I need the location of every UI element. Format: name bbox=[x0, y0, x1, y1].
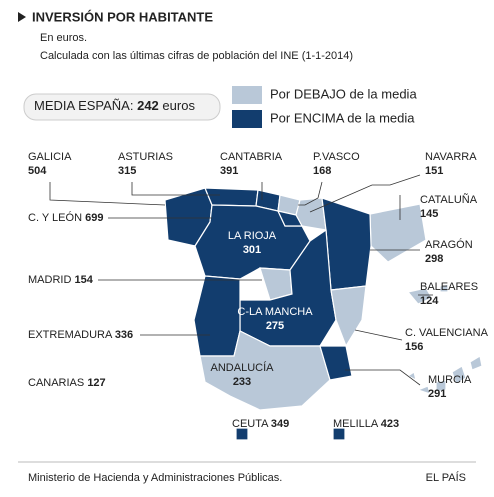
region-value: 154 bbox=[74, 274, 93, 286]
region-name: NAVARRA bbox=[425, 151, 477, 163]
region-value: 699 bbox=[85, 212, 103, 224]
media-box bbox=[23, 93, 221, 121]
region-shape bbox=[276, 210, 304, 227]
region-value: 349 bbox=[271, 418, 289, 430]
region-label: CANARIAS 127 bbox=[28, 377, 106, 389]
title: INVERSIÓN POR HABITANTE bbox=[32, 9, 213, 24]
region-name: P.VASCO bbox=[313, 151, 360, 163]
region-name: EXTREMADURA bbox=[28, 329, 113, 341]
region-shape bbox=[319, 345, 353, 381]
region-value: 298 bbox=[425, 253, 443, 265]
region-name: C. VALENCIANA bbox=[405, 327, 489, 339]
region-name: LA RIOJA bbox=[228, 230, 277, 242]
media-label: MEDIA ESPAÑA: bbox=[34, 98, 133, 113]
leader-line bbox=[131, 182, 220, 196]
title-marker bbox=[18, 12, 26, 22]
region-shape bbox=[435, 379, 447, 393]
region-name: CANTABRIA bbox=[220, 151, 283, 163]
region-value: 301 bbox=[243, 244, 261, 256]
region-name: MADRID bbox=[28, 274, 71, 286]
region-value: 233 bbox=[233, 376, 251, 388]
region-name: C-LA MANCHA bbox=[237, 306, 313, 318]
region-value: 336 bbox=[115, 329, 133, 341]
region-value: 504 bbox=[28, 165, 47, 177]
region-label: MELILLA 423 bbox=[333, 418, 399, 430]
legend: Por DEBAJO de la media Por ENCIMA de la m… bbox=[232, 86, 417, 128]
legend-swatch bbox=[232, 86, 262, 104]
region-value: 391 bbox=[220, 165, 238, 177]
source: Ministerio de Hacienda y Administracione… bbox=[28, 472, 282, 484]
region-label: EXTREMADURA 336 bbox=[28, 329, 133, 341]
media-value: 242 bbox=[137, 98, 159, 113]
subtitle: En euros. bbox=[40, 32, 87, 44]
region-shape bbox=[406, 371, 417, 382]
media-unit: euros bbox=[162, 98, 195, 113]
region-name: C. Y LEÓN bbox=[28, 211, 82, 224]
region-value: 124 bbox=[420, 295, 439, 307]
region-name: MELILLA bbox=[333, 418, 379, 430]
region-value: 291 bbox=[428, 388, 446, 400]
region-value: 275 bbox=[266, 320, 284, 332]
region-name: CATALUÑA bbox=[420, 193, 478, 206]
leader-line bbox=[309, 174, 421, 213]
region-shape bbox=[235, 427, 249, 441]
region-value: 127 bbox=[87, 377, 105, 389]
legend-label: Por ENCIMA de la media bbox=[270, 110, 415, 125]
region-name: GALICIA bbox=[28, 151, 72, 163]
region-shape bbox=[451, 365, 467, 385]
map bbox=[164, 187, 483, 441]
region-value: 168 bbox=[313, 165, 331, 177]
leader-line bbox=[49, 182, 166, 206]
region-value: 156 bbox=[405, 341, 423, 353]
region-name: ASTURIAS bbox=[118, 151, 173, 163]
region-shape bbox=[330, 285, 367, 348]
credit: EL PAÍS bbox=[426, 471, 466, 484]
region-shape bbox=[439, 283, 449, 293]
leader-line bbox=[298, 181, 323, 206]
region-name: CEUTA bbox=[232, 418, 269, 430]
leader-line bbox=[345, 369, 421, 386]
leader-line bbox=[354, 329, 403, 341]
region-name: ANDALUCÍA bbox=[211, 361, 275, 374]
region-name: ARAGÓN bbox=[425, 238, 473, 251]
region-shape bbox=[416, 385, 431, 395]
region-value: 145 bbox=[420, 208, 438, 220]
region-name: MURCIA bbox=[428, 374, 472, 386]
region-shape bbox=[295, 197, 327, 231]
region-name: CANARIAS bbox=[28, 377, 84, 389]
legend-swatch bbox=[232, 110, 262, 128]
region-shape bbox=[332, 427, 346, 441]
legend-label: Por DEBAJO de la media bbox=[270, 86, 417, 101]
region-shape bbox=[204, 187, 259, 207]
region-shape bbox=[469, 355, 483, 371]
region-label: C. Y LEÓN 699 bbox=[28, 211, 103, 224]
region-value: 151 bbox=[425, 165, 443, 177]
region-label: MADRID 154 bbox=[28, 274, 94, 286]
region-labels: GALICIA 504 ASTURIAS 315 CANTABRIA 391 P.VASCO… bbox=[28, 151, 489, 430]
region-name: BALEARES bbox=[420, 281, 478, 293]
region-shape bbox=[406, 287, 433, 305]
region-label: CEUTA 349 bbox=[232, 418, 289, 430]
region-value: 315 bbox=[118, 165, 136, 177]
subtitle: Calculada con las últimas cifras de pobl… bbox=[40, 50, 353, 62]
media-text: MEDIA ESPAÑA: 242 euros bbox=[34, 98, 195, 113]
region-value: 423 bbox=[381, 418, 399, 430]
